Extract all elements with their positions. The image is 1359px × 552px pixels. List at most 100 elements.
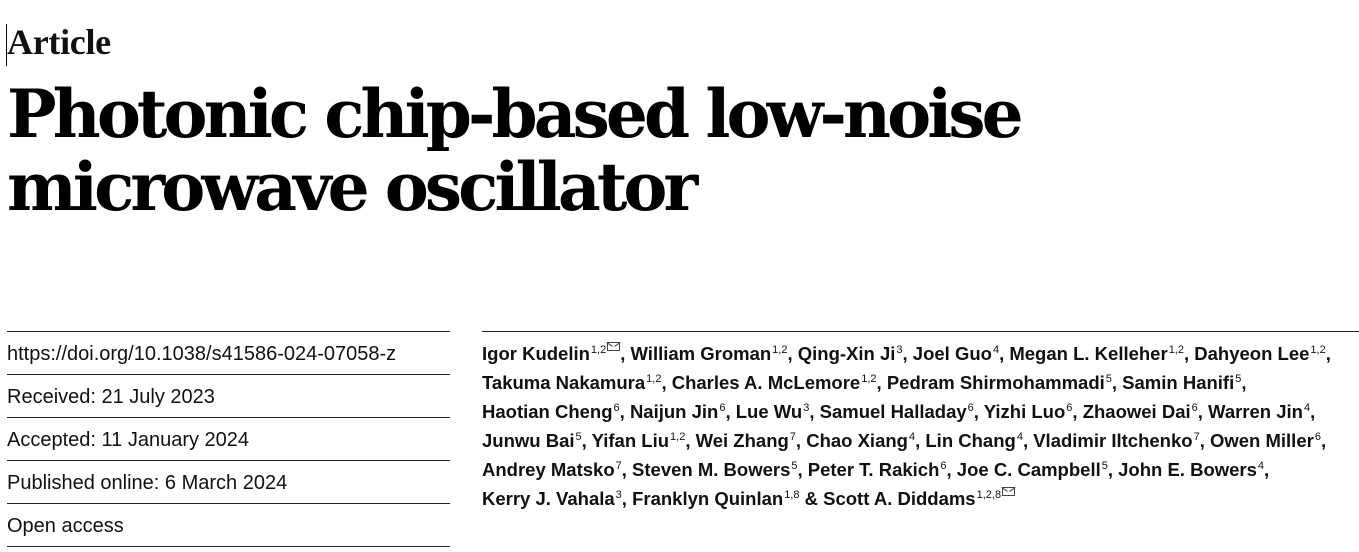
author-name-text: Owen Miller bbox=[1209, 430, 1314, 451]
author-name-text: Charles A. McLemore bbox=[671, 372, 861, 393]
author-name[interactable]: Pedram Shirmohammadi5 bbox=[887, 372, 1112, 393]
doi-link[interactable]: https://doi.org/10.1038/s41586-024-07058… bbox=[7, 343, 397, 365]
author-name[interactable]: Dahyeon Lee1,2 bbox=[1194, 343, 1325, 364]
affiliation-superscript: 3 bbox=[896, 343, 903, 356]
author-name-text: Takuma Nakamura bbox=[482, 372, 646, 393]
affiliation-superscript: 1,2 bbox=[670, 430, 686, 443]
author-name[interactable]: Zhaowei Dai6 bbox=[1083, 401, 1198, 422]
author-name-text: Vladimir Iltchenko bbox=[1033, 430, 1193, 451]
author-name[interactable]: Takuma Nakamura1,2 bbox=[482, 372, 661, 393]
author-name[interactable]: Megan L. Kelleher1,2 bbox=[1009, 343, 1184, 364]
author-name[interactable]: Peter T. Rakich6 bbox=[808, 459, 947, 480]
author-name[interactable]: Scott A. Diddams1,2,8 bbox=[823, 487, 1016, 509]
author-name-text: Joel Guo bbox=[912, 343, 992, 364]
affiliation-superscript: 6 bbox=[967, 401, 974, 414]
author-name-text: Chao Xiang bbox=[806, 430, 908, 451]
author-name[interactable]: Charles A. McLemore1,2 bbox=[672, 372, 877, 393]
author-name-text: Dahyeon Lee bbox=[1194, 343, 1310, 364]
section-marker-bar bbox=[6, 24, 7, 66]
author-name[interactable]: Vladimir Iltchenko7 bbox=[1033, 430, 1199, 451]
affiliation-superscript: 6 bbox=[1314, 430, 1321, 443]
affiliation-superscript: 1,2 bbox=[646, 372, 662, 385]
affiliation-superscript: 7 bbox=[615, 459, 622, 472]
author-name-text: Wei Zhang bbox=[695, 430, 789, 451]
affiliation-superscript: 5 bbox=[791, 459, 798, 472]
author-name-text: William Groman bbox=[630, 343, 772, 364]
author-name[interactable]: Igor Kudelin1,2 bbox=[482, 342, 621, 364]
affiliation-superscript: 1,2 bbox=[1168, 343, 1184, 356]
divider bbox=[7, 460, 450, 461]
affiliation-superscript: 4 bbox=[908, 430, 916, 443]
author-name[interactable]: Naijun Jin6 bbox=[630, 401, 726, 422]
article-title: Photonic chip-based low-noise microwave … bbox=[7, 75, 1024, 226]
affiliation-superscript: 5 bbox=[1105, 372, 1112, 385]
author-name-text: Kerry J. Vahala bbox=[482, 488, 615, 509]
author-name[interactable]: Samin Hanifi5 bbox=[1122, 372, 1241, 393]
author-name[interactable]: Franklyn Quinlan1,8 bbox=[632, 488, 799, 509]
author-name[interactable]: Lue Wu3 bbox=[736, 401, 810, 422]
affiliation-superscript: 7 bbox=[789, 430, 796, 443]
author-name-text: Samuel Halladay bbox=[819, 401, 967, 422]
affiliation-superscript: 3 bbox=[615, 488, 622, 501]
affiliation-superscript: 6 bbox=[1191, 401, 1198, 414]
author-name-text: Zhaowei Dai bbox=[1082, 401, 1191, 422]
author-name[interactable]: Owen Miller6 bbox=[1210, 430, 1321, 451]
affiliation-superscript: 4 bbox=[992, 343, 1000, 356]
affiliation-superscript: 4 bbox=[1257, 459, 1265, 472]
author-name-text: Naijun Jin bbox=[629, 401, 719, 422]
author-name-text: Haotian Cheng bbox=[482, 401, 613, 422]
divider bbox=[7, 331, 450, 332]
author-name-text: Lue Wu bbox=[735, 401, 803, 422]
affiliation-superscript: 5 bbox=[575, 430, 582, 443]
author-name[interactable]: Joel Guo4 bbox=[913, 343, 999, 364]
author-name[interactable]: Kerry J. Vahala3 bbox=[482, 488, 622, 509]
author-name-text: Warren Jin bbox=[1208, 401, 1303, 422]
author-name-text: Samin Hanifi bbox=[1122, 372, 1235, 393]
accepted-date: Accepted: 11 January 2024 bbox=[7, 429, 250, 451]
author-name-text: Lin Chang bbox=[925, 430, 1016, 451]
divider bbox=[7, 374, 450, 375]
author-name[interactable]: Qing-Xin Ji3 bbox=[798, 343, 903, 364]
author-name-text: Megan L. Kelleher bbox=[1009, 343, 1168, 364]
author-name[interactable]: Samuel Halladay6 bbox=[820, 401, 974, 422]
author-name[interactable]: Steven M. Bowers5 bbox=[632, 459, 797, 480]
author-name-text: Steven M. Bowers bbox=[632, 459, 791, 480]
open-access-label: Open access bbox=[7, 515, 124, 537]
affiliation-superscript: 6 bbox=[613, 401, 620, 414]
author-name[interactable]: Warren Jin4 bbox=[1208, 401, 1310, 422]
divider bbox=[7, 417, 450, 418]
affiliation-superscript: 1,2,8 bbox=[976, 488, 1002, 501]
author-name[interactable]: Lin Chang4 bbox=[925, 430, 1023, 451]
author-name-text: Yizhi Luo bbox=[983, 401, 1066, 422]
author-name[interactable]: Yifan Liu1,2 bbox=[592, 430, 686, 451]
affiliation-superscript: 1,2 bbox=[861, 372, 877, 385]
author-name[interactable]: John E. Bowers4 bbox=[1118, 459, 1264, 480]
received-date: Received: 21 July 2023 bbox=[7, 386, 215, 408]
author-name-text: Igor Kudelin bbox=[482, 343, 590, 364]
author-name[interactable]: Wei Zhang7 bbox=[696, 430, 796, 451]
affiliation-superscript: 6 bbox=[1066, 401, 1073, 414]
affiliation-superscript: 4 bbox=[1016, 430, 1023, 443]
author-name-text: Junwu Bai bbox=[482, 430, 575, 451]
author-name[interactable]: Chao Xiang4 bbox=[806, 430, 915, 451]
affiliation-superscript: 6 bbox=[940, 459, 947, 472]
affiliation-superscript: 1,2 bbox=[772, 343, 788, 356]
author-name-text: John E. Bowers bbox=[1118, 459, 1257, 480]
author-name[interactable]: Junwu Bai5 bbox=[482, 430, 582, 451]
author-name[interactable]: Haotian Cheng6 bbox=[482, 401, 620, 422]
author-name-text: Pedram Shirmohammadi bbox=[886, 372, 1105, 393]
article-type-label: Article bbox=[7, 22, 111, 62]
divider bbox=[482, 331, 1359, 332]
author-name[interactable]: William Groman1,2 bbox=[631, 343, 788, 364]
author-name[interactable]: Joe C. Campbell5 bbox=[957, 459, 1108, 480]
author-name[interactable]: Yizhi Luo6 bbox=[984, 401, 1073, 422]
author-name-text: Andrey Matsko bbox=[482, 459, 615, 480]
affiliation-superscript: 4 bbox=[1303, 401, 1311, 414]
published-date: Published online: 6 March 2024 bbox=[7, 472, 288, 494]
author-name[interactable]: Andrey Matsko7 bbox=[482, 459, 622, 480]
affiliation-superscript: 1,8 bbox=[784, 488, 800, 501]
envelope-icon[interactable] bbox=[607, 342, 621, 351]
divider bbox=[7, 503, 450, 504]
affiliation-superscript: 5 bbox=[1101, 459, 1108, 472]
envelope-icon[interactable] bbox=[1002, 487, 1016, 496]
